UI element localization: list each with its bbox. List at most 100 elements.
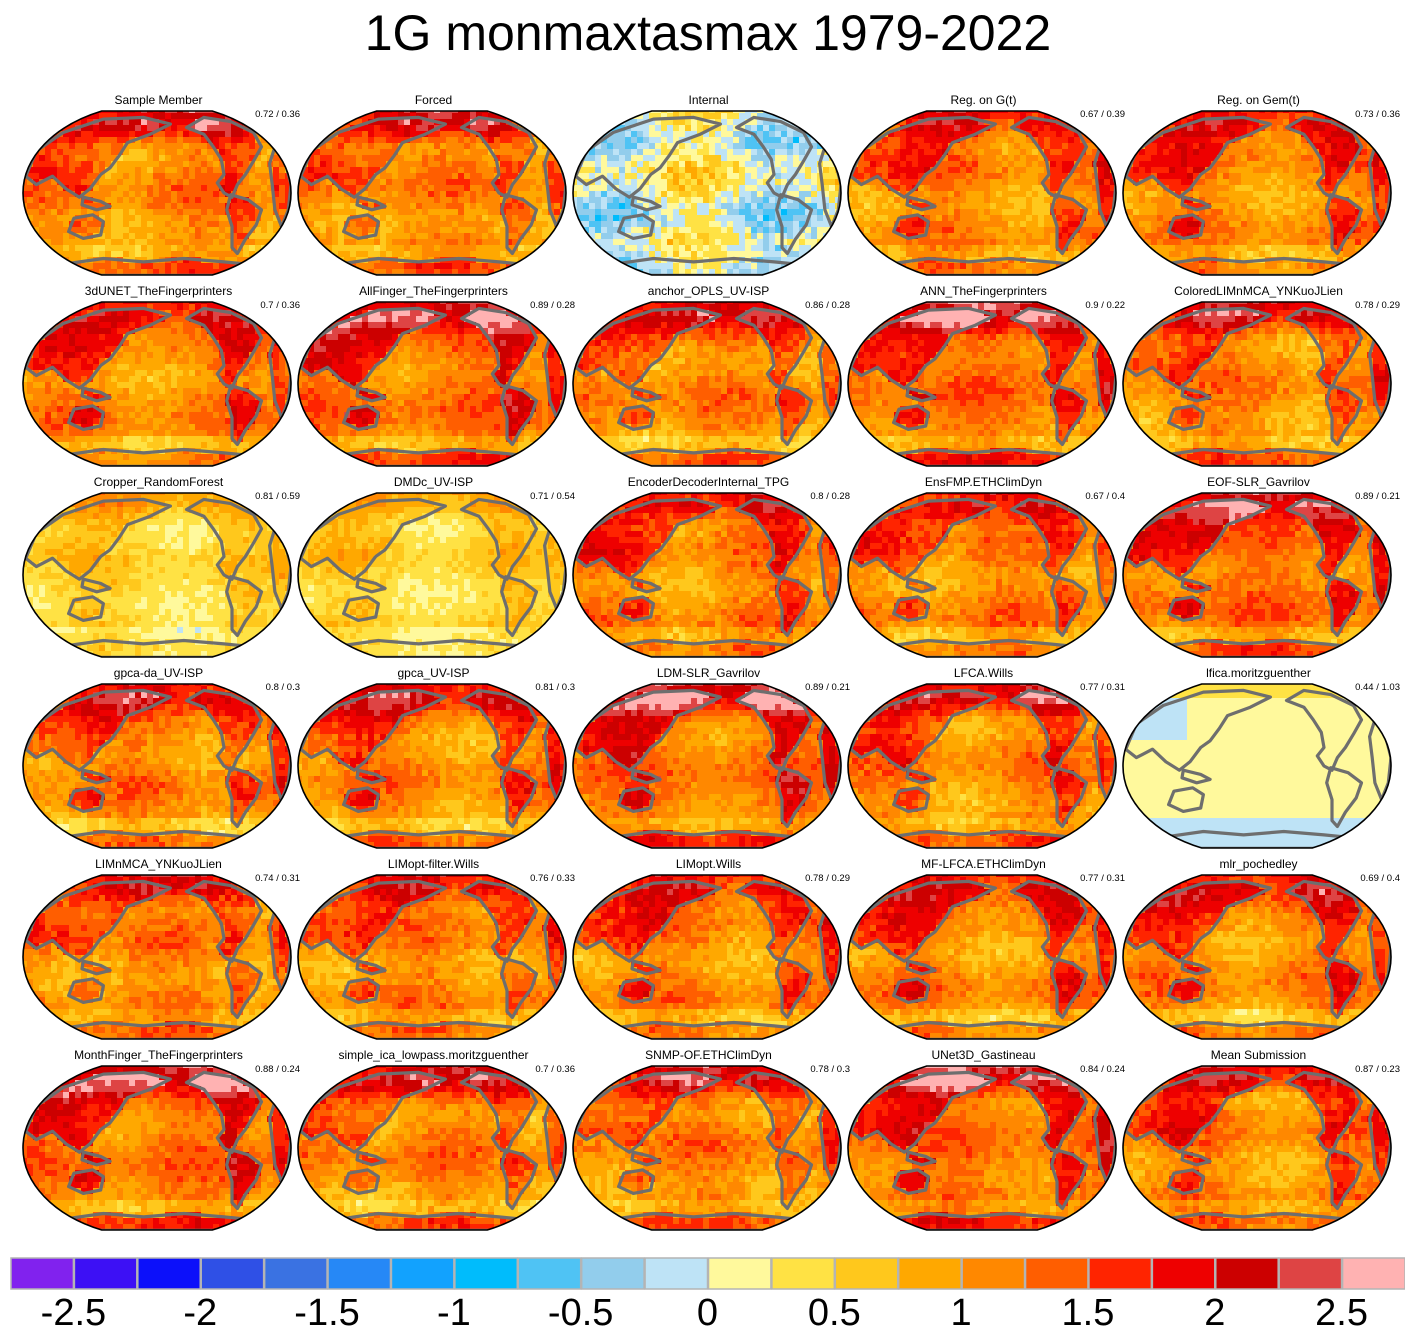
map-panel: MF-LFCA.ETHClimDyn 0.77 / 0.31	[846, 857, 1125, 1047]
coastline	[775, 193, 814, 256]
coastline	[1124, 1070, 1272, 1154]
coastline	[1009, 688, 1089, 772]
coastline	[24, 1070, 172, 1154]
coastline	[80, 577, 112, 594]
panel-title: gpca-da_UV-ISP	[21, 666, 296, 680]
coastline	[24, 306, 172, 390]
coastline	[616, 1168, 656, 1195]
colorbar-bin	[390, 1257, 455, 1290]
map-panel: LIMopt-filter.Wills 0.76 / 0.33	[296, 857, 575, 1047]
coastline	[1166, 213, 1206, 240]
coastline	[1050, 766, 1089, 829]
panel-score: 0.74 / 0.31	[255, 873, 300, 884]
coastline	[80, 386, 112, 403]
map-border	[1122, 1065, 1392, 1231]
coastline	[891, 595, 931, 622]
coastline	[459, 115, 539, 199]
coastline	[66, 1168, 106, 1195]
colorbar-bin	[454, 1257, 519, 1290]
coastline	[574, 688, 722, 772]
coastline	[734, 497, 814, 581]
coastline	[225, 575, 264, 638]
coastline	[329, 829, 535, 848]
coastline	[616, 977, 656, 1004]
map-panel: simple_ica_lowpass.moritzguenther 0.7 / 0…	[296, 1048, 575, 1238]
coastline	[66, 213, 106, 240]
coastline	[604, 256, 810, 275]
map-panel: lfica.moritzguenther 0.44 / 1.03	[1121, 666, 1400, 856]
coastline	[1050, 1148, 1089, 1211]
coastline	[734, 306, 814, 390]
coastline	[225, 957, 264, 1020]
map-border	[1122, 110, 1392, 276]
panel-title: SNMP-OF.ETHClimDyn	[571, 1048, 846, 1062]
colorbar-bin	[73, 1257, 138, 1290]
panel-score: 0.89 / 0.28	[530, 300, 575, 311]
coastline	[500, 957, 539, 1020]
global-map	[1122, 1065, 1392, 1231]
coastline	[574, 1070, 722, 1154]
map-border	[572, 110, 842, 276]
coastline	[879, 1020, 1085, 1039]
coastline	[184, 115, 264, 199]
coastline	[1124, 879, 1272, 963]
coastline	[1325, 1148, 1364, 1211]
coastline	[299, 497, 447, 581]
coastline	[1325, 193, 1364, 256]
global-map	[572, 301, 842, 467]
coastline	[355, 1150, 387, 1167]
colorbar-tick-label: -0.5	[548, 1292, 613, 1335]
panel-score: 0.89 / 0.21	[1355, 491, 1400, 502]
panel-score: 0.8 / 0.3	[266, 682, 300, 693]
coastline	[604, 638, 810, 657]
coastline	[1166, 404, 1206, 431]
coastline	[849, 497, 997, 581]
panel-title: 3dUNET_TheFingerprinters	[21, 284, 296, 298]
coastline	[891, 404, 931, 431]
coastline	[905, 195, 937, 212]
colorbar-tick-label: 0.5	[808, 1292, 861, 1335]
coastline	[54, 829, 260, 848]
map-border	[22, 492, 292, 658]
map-panel: Cropper_RandomForest 0.81 / 0.59	[21, 475, 300, 665]
map-border	[847, 110, 1117, 276]
coastline	[905, 959, 937, 976]
coastline	[879, 1211, 1085, 1230]
map-border	[847, 683, 1117, 849]
coastline	[879, 829, 1085, 848]
coastline	[355, 195, 387, 212]
coastline	[616, 404, 656, 431]
map-border	[297, 1065, 567, 1231]
panel-score: 0.7 / 0.36	[535, 1064, 575, 1075]
coastline	[225, 384, 264, 447]
panel-score: 0.84 / 0.24	[1080, 1064, 1125, 1075]
panel-title: simple_ica_lowpass.moritzguenther	[296, 1048, 571, 1062]
coastline	[1166, 1168, 1206, 1195]
map-border	[847, 301, 1117, 467]
map-panel: Reg. on Gem(t) 0.73 / 0.36	[1121, 93, 1400, 283]
map-panel: Forced	[296, 93, 571, 283]
coastline	[341, 595, 381, 622]
colorbar-bin	[897, 1257, 962, 1290]
map-border	[297, 492, 567, 658]
coastline	[329, 1211, 535, 1230]
coastline	[1166, 786, 1206, 813]
coastline	[1325, 575, 1364, 638]
coastline	[574, 497, 722, 581]
coastline	[574, 115, 722, 199]
global-map	[847, 1065, 1117, 1231]
global-map	[297, 1065, 567, 1231]
coastline	[616, 595, 656, 622]
colorbar-bin	[1278, 1257, 1343, 1290]
global-map	[847, 683, 1117, 849]
map-panel: Internal	[571, 93, 846, 283]
colorbar-bin	[707, 1257, 772, 1290]
map-panel: SNMP-OF.ETHClimDyn 0.78 / 0.3	[571, 1048, 850, 1238]
coastline	[299, 688, 447, 772]
map-panel: LIMnMCA_YNKuoJLien 0.74 / 0.31	[21, 857, 300, 1047]
coastline	[905, 386, 937, 403]
coastline	[80, 959, 112, 976]
map-panel: gpca-da_UV-ISP 0.8 / 0.3	[21, 666, 300, 856]
coastline	[355, 386, 387, 403]
global-map	[572, 683, 842, 849]
